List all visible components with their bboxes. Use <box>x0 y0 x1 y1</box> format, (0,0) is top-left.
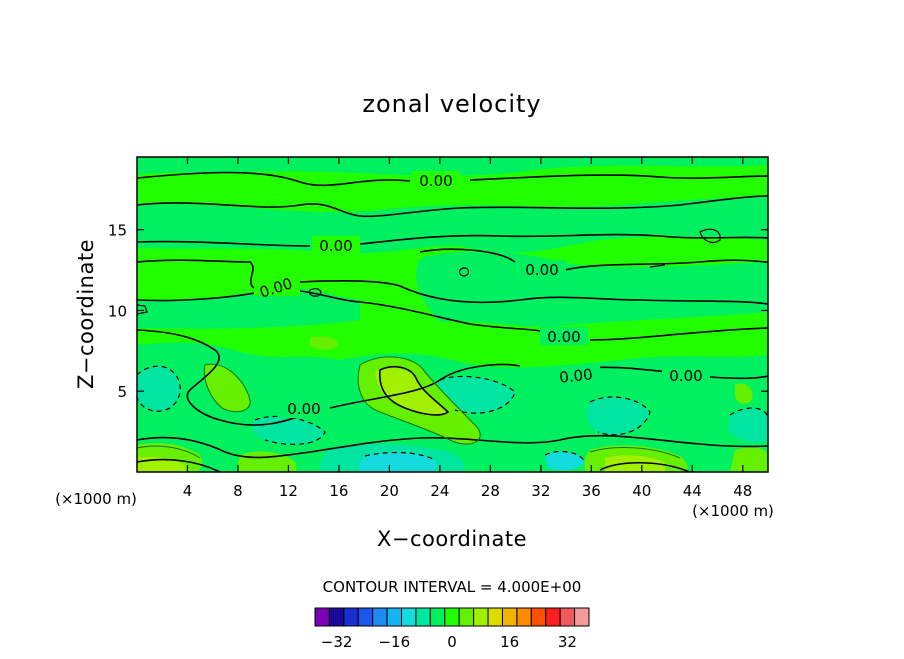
colorbar-swatch <box>530 607 547 627</box>
x-unit-left: (×1000 m) <box>55 490 137 508</box>
colorbar-tick-label: 32 <box>558 633 577 651</box>
colorbar-swatch <box>401 607 417 627</box>
contour-label: 0.00 <box>319 237 352 255</box>
colorbar-tick-label: −16 <box>378 633 410 651</box>
x-tick-label: 20 <box>380 482 399 500</box>
contour-label: 0.00 <box>287 400 320 418</box>
x-tick-label: 36 <box>582 482 601 500</box>
contour-labels: 0.00 0.00 0.00 0.00 0.00 0.00 0.00 0.00 <box>254 171 710 418</box>
colorbar-swatch <box>314 607 330 627</box>
contour-label: 0.00 <box>669 367 702 385</box>
colorbar-labels: −32 −16 0 16 32 <box>321 633 577 651</box>
contour-label: 0.00 <box>525 261 558 279</box>
colorbar-swatch <box>473 607 489 627</box>
x-tick-label: 8 <box>233 482 243 500</box>
y-tick-label: 15 <box>108 222 127 240</box>
colorbar-swatch <box>501 607 518 627</box>
y-axis-label: Z−coordinate <box>74 239 98 389</box>
x-tick-label: 12 <box>279 482 298 500</box>
x-axis-label: X−coordinate <box>377 527 527 551</box>
chart-title: zonal velocity <box>362 90 541 118</box>
colorbar-swatch <box>444 607 460 627</box>
contour-lines-dashed <box>137 365 768 463</box>
contour-label: 0.00 <box>558 365 593 386</box>
x-tick-label: 24 <box>430 482 449 500</box>
colorbar-tick-label: −32 <box>321 633 353 651</box>
colorbar-swatch <box>574 607 590 627</box>
x-tick-label: 28 <box>481 482 500 500</box>
x-axis: 4 8 12 16 20 24 28 32 36 40 44 48 <box>183 157 752 500</box>
x-unit-right: (×1000 m) <box>692 502 774 520</box>
colorbar-swatch <box>415 607 431 627</box>
colorbar-swatch <box>516 607 532 627</box>
x-tick-label: 48 <box>733 482 752 500</box>
contour-label: 0.00 <box>419 172 452 190</box>
colorbar-swatch <box>487 607 503 627</box>
plot-frame <box>136 156 769 473</box>
colorbar <box>314 607 590 627</box>
colorbar-swatch <box>429 607 446 627</box>
colorbar-swatch <box>357 607 374 627</box>
y-tick-label: 10 <box>108 302 127 320</box>
x-tick-label: 4 <box>183 482 193 500</box>
colorbar-tick-label: 0 <box>447 633 457 651</box>
contour-interval: CONTOUR INTERVAL = 4.000E+00 <box>323 578 582 596</box>
y-axis: 5 10 15 <box>108 222 768 401</box>
x-tick-label: 44 <box>683 482 702 500</box>
colorbar-swatch <box>386 607 403 627</box>
colorbar-swatch <box>343 607 359 627</box>
x-tick-label: 40 <box>632 482 651 500</box>
y-tick-label: 5 <box>117 383 127 401</box>
contour-lines-thin <box>137 356 681 459</box>
colorbar-swatch <box>328 607 345 627</box>
colorbar-swatch <box>559 607 576 627</box>
contour-field <box>137 157 768 472</box>
x-tick-label: 16 <box>329 482 348 500</box>
contour-lines <box>137 171 768 472</box>
x-tick-label: 32 <box>531 482 550 500</box>
contour-label: 0.00 <box>547 328 580 346</box>
colorbar-swatch <box>458 607 475 627</box>
colorbar-tick-label: 16 <box>500 633 519 651</box>
colorbar-swatch <box>545 607 561 627</box>
colorbar-swatch <box>372 607 388 627</box>
